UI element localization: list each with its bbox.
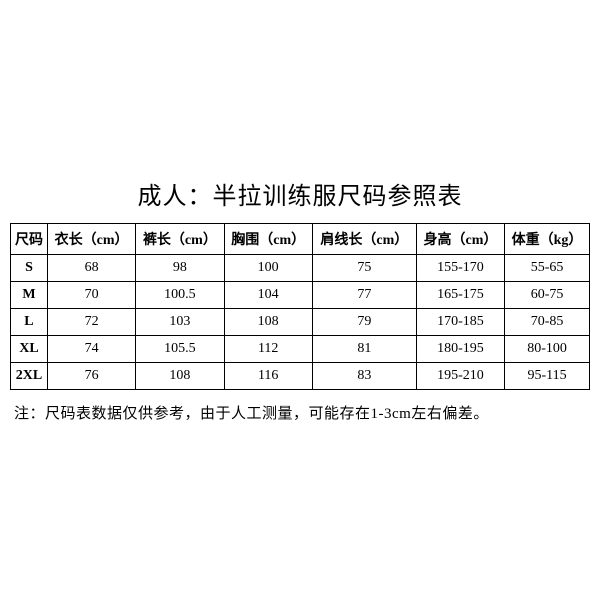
cell: 180-195 [416, 335, 504, 362]
header-weight: 体重（kg） [505, 223, 590, 254]
cell: 70 [47, 281, 135, 308]
cell: 98 [136, 254, 224, 281]
chart-title: 成人：半拉训练服尺码参照表 [10, 176, 590, 211]
cell: 100.5 [136, 281, 224, 308]
header-pants: 裤长（cm） [136, 223, 224, 254]
cell: 75 [312, 254, 416, 281]
table-row: M 70 100.5 104 77 165-175 60-75 [11, 281, 590, 308]
cell: 74 [47, 335, 135, 362]
cell: 108 [224, 308, 312, 335]
cell-size: M [11, 281, 48, 308]
cell: 76 [47, 362, 135, 389]
header-height: 身高（cm） [416, 223, 504, 254]
cell-size: S [11, 254, 48, 281]
cell-size: XL [11, 335, 48, 362]
table-header-row: 尺码 衣长（cm） 裤长（cm） 胸围（cm） 肩线长（cm） 身高（cm） 体… [11, 223, 590, 254]
cell: 79 [312, 308, 416, 335]
table-row: 2XL 76 108 116 83 195-210 95-115 [11, 362, 590, 389]
header-chest: 胸围（cm） [224, 223, 312, 254]
size-table: 尺码 衣长（cm） 裤长（cm） 胸围（cm） 肩线长（cm） 身高（cm） 体… [10, 223, 590, 390]
cell: 112 [224, 335, 312, 362]
cell: 77 [312, 281, 416, 308]
cell: 100 [224, 254, 312, 281]
cell: 83 [312, 362, 416, 389]
cell: 68 [47, 254, 135, 281]
cell: 195-210 [416, 362, 504, 389]
cell: 170-185 [416, 308, 504, 335]
cell: 81 [312, 335, 416, 362]
cell-size: L [11, 308, 48, 335]
table-row: XL 74 105.5 112 81 180-195 80-100 [11, 335, 590, 362]
cell: 60-75 [505, 281, 590, 308]
header-shoulder: 肩线长（cm） [312, 223, 416, 254]
table-row: S 68 98 100 75 155-170 55-65 [11, 254, 590, 281]
cell: 104 [224, 281, 312, 308]
cell: 165-175 [416, 281, 504, 308]
cell: 155-170 [416, 254, 504, 281]
cell: 80-100 [505, 335, 590, 362]
footnote: 注：尺码表数据仅供参考，由于人工测量，可能存在1-3cm左右偏差。 [10, 400, 590, 425]
cell: 70-85 [505, 308, 590, 335]
cell: 103 [136, 308, 224, 335]
header-length: 衣长（cm） [47, 223, 135, 254]
cell: 108 [136, 362, 224, 389]
cell: 105.5 [136, 335, 224, 362]
cell-size: 2XL [11, 362, 48, 389]
cell: 116 [224, 362, 312, 389]
cell: 72 [47, 308, 135, 335]
size-chart-container: 成人：半拉训练服尺码参照表 尺码 衣长（cm） 裤长（cm） 胸围（cm） 肩线… [10, 176, 590, 425]
header-size: 尺码 [11, 223, 48, 254]
table-body: S 68 98 100 75 155-170 55-65 M 70 100.5 … [11, 254, 590, 389]
cell: 55-65 [505, 254, 590, 281]
cell: 95-115 [505, 362, 590, 389]
table-row: L 72 103 108 79 170-185 70-85 [11, 308, 590, 335]
